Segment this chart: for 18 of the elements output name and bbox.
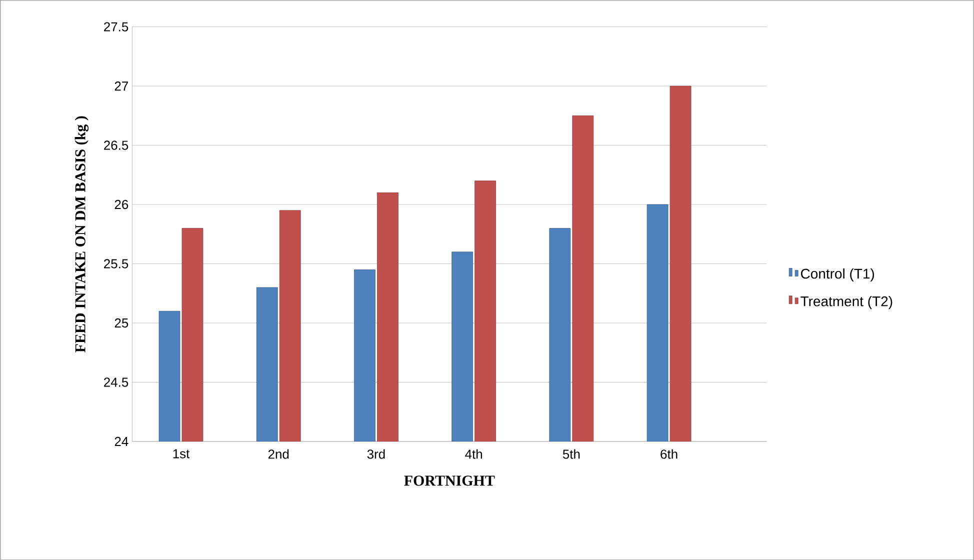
legend-label: Treatment (T2) (800, 296, 892, 309)
x-tick-label: 6th (660, 449, 678, 459)
legend-label: Control (T1) (800, 268, 874, 282)
x-tick-label: 5th (562, 449, 580, 459)
y-tick-label: 25 (114, 318, 128, 328)
y-tick-label: 27 (114, 81, 128, 90)
x-tick-label: 2nd (268, 449, 289, 459)
x-axis-title: FORTNIGHT (404, 475, 495, 486)
y-tick-label: 27.5 (104, 22, 128, 32)
y-tick-label: 26.5 (104, 140, 128, 150)
y-tick-label: 24 (114, 436, 128, 446)
y-tick-label: 24.5 (104, 377, 128, 387)
y-tick-label: 26 (114, 200, 128, 209)
x-tick-label: 3rd (367, 449, 385, 459)
x-tick-label: 4th (465, 449, 482, 459)
x-tick-label: 1st (173, 449, 190, 458)
y-tick-label: 25.5 (104, 258, 128, 268)
y-axis-title: FEED INTAKE ON DM BASIS (kg ) (74, 116, 89, 352)
